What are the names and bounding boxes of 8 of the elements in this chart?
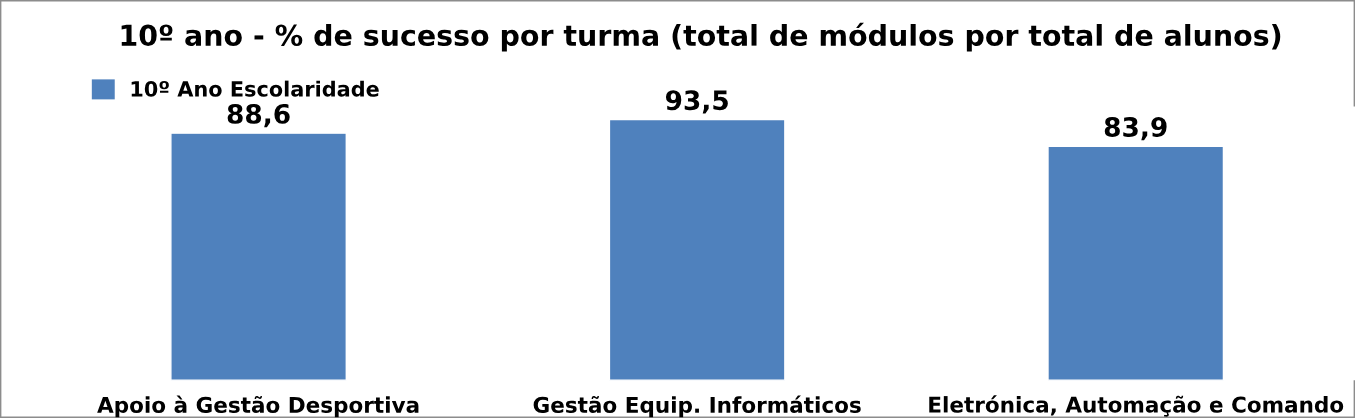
x-tick-label: Eletrónica, Automação e Comando xyxy=(929,395,1344,417)
data-label: 83,9 xyxy=(1104,116,1167,141)
x-tick-label: Apoio à Gestão Desportiva xyxy=(97,395,419,418)
legend-label: 10º Ano Escolaridade xyxy=(131,80,379,97)
data-label: 93,5 xyxy=(665,90,728,114)
x-tick-label: Gestão Equip. Informáticos xyxy=(533,395,861,418)
chart-title: 10º ano - % de sucesso por turma (total de módulos por total de alunos) xyxy=(121,22,1281,52)
data-label: 88,6 xyxy=(227,103,290,128)
